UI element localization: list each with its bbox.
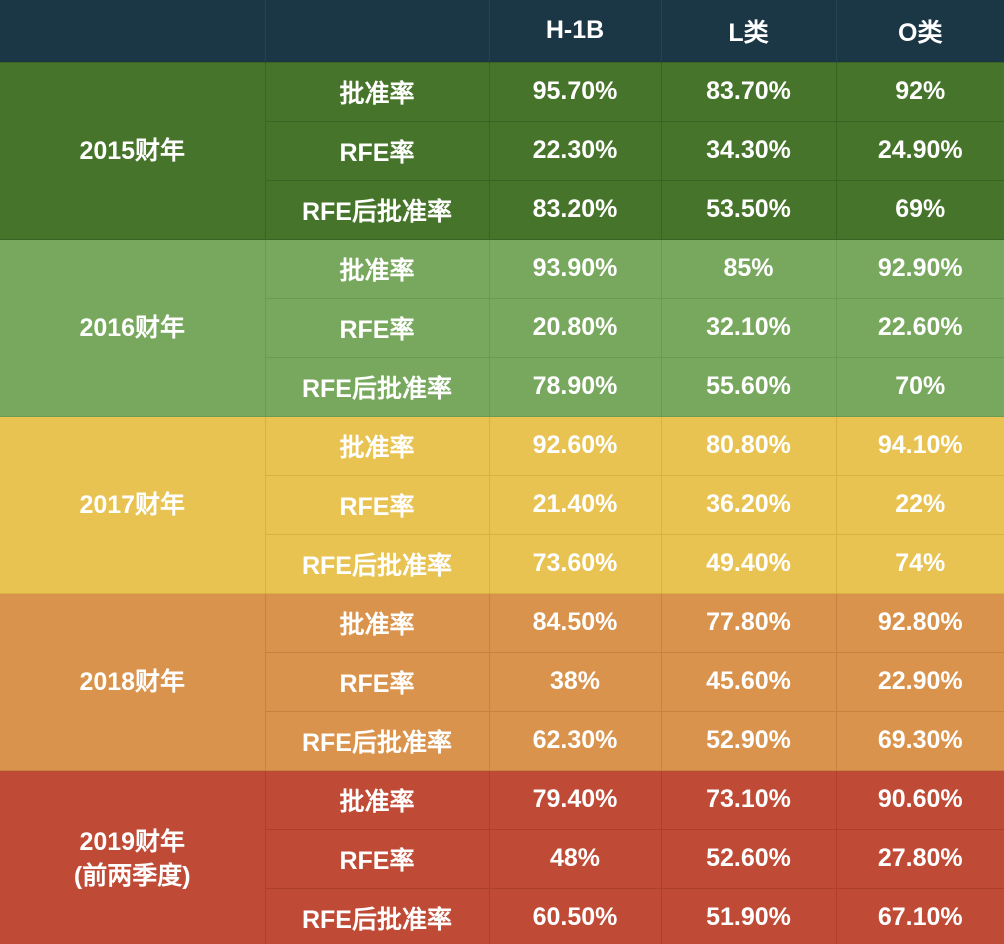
o-cell: 92.90%: [835, 238, 1004, 299]
year-label: 2019财年: [79, 827, 186, 856]
l-cell: 45.60%: [660, 651, 837, 712]
o-cell: 92%: [835, 61, 1004, 122]
metric-cell: RFE率: [264, 297, 490, 358]
header-metric: [265, 0, 490, 62]
table-row: RFE率 20.80% 32.10% 22.60%: [0, 297, 1004, 358]
metric-cell: 批准率: [264, 769, 490, 830]
table-row: RFE后批准率 73.60% 49.40% 74%: [0, 533, 1004, 594]
metric-cell: RFE后批准率: [264, 179, 490, 240]
metric-cell: RFE率: [264, 120, 490, 181]
table-row: RFE后批准率 78.90% 55.60% 70%: [0, 356, 1004, 417]
o-cell: 69.30%: [835, 710, 1004, 771]
o-cell: 90.60%: [835, 769, 1004, 830]
h1b-cell: 93.90%: [488, 238, 662, 299]
year-cell: 2019财年 (前两季度): [0, 769, 266, 944]
o-cell: 92.80%: [835, 592, 1004, 653]
table-row: 2018财年 批准率 84.50% 77.80% 92.80%: [0, 592, 1004, 771]
l-cell: 77.80%: [660, 592, 837, 653]
l-cell: 80.80%: [660, 415, 837, 476]
metric-cell: RFE后批准率: [264, 356, 490, 417]
o-cell: 24.90%: [835, 120, 1004, 181]
metric-cell: 批准率: [264, 415, 490, 476]
o-cell: 22.90%: [835, 651, 1004, 712]
year-label: 2015财年: [79, 136, 186, 165]
h1b-cell: 78.90%: [488, 356, 662, 417]
o-cell: 22.60%: [835, 297, 1004, 358]
h1b-cell: 84.50%: [488, 592, 662, 653]
table-row: RFE率 38% 45.60% 22.90%: [0, 651, 1004, 712]
h1b-cell: 60.50%: [488, 887, 662, 944]
l-cell: 52.90%: [660, 710, 837, 771]
table-row: 2016财年 批准率 93.90% 85% 92.90%: [0, 238, 1004, 417]
header-row: H-1B L类 O类: [0, 0, 1004, 62]
metric-cell: RFE率: [264, 651, 490, 712]
o-cell: 74%: [835, 533, 1004, 594]
h1b-cell: 22.30%: [488, 120, 662, 181]
metric-cell: RFE率: [264, 828, 490, 889]
h1b-cell: 92.60%: [488, 415, 662, 476]
year-sublabel: (前两季度): [73, 861, 191, 890]
h1b-cell: 38%: [488, 651, 662, 712]
table-row: 2017财年 批准率 92.60% 80.80% 94.10%: [0, 415, 1004, 594]
o-cell: 69%: [835, 179, 1004, 240]
table-row: RFE率 21.40% 36.20% 22%: [0, 474, 1004, 535]
h1b-cell: 79.40%: [488, 769, 662, 830]
year-cell: 2017财年: [0, 415, 266, 594]
year-cell: 2015财年: [0, 61, 266, 240]
h1b-cell: 21.40%: [488, 474, 662, 535]
o-cell: 94.10%: [835, 415, 1004, 476]
o-cell: 22%: [835, 474, 1004, 535]
header-l: L类: [661, 0, 837, 62]
h1b-cell: 95.70%: [488, 61, 662, 122]
table-row: RFE后批准率 62.30% 52.90% 69.30%: [0, 710, 1004, 771]
h1b-cell: 73.60%: [488, 533, 662, 594]
l-cell: 85%: [660, 238, 837, 299]
o-cell: 67.10%: [835, 887, 1004, 944]
metric-cell: RFE后批准率: [264, 887, 490, 944]
year-cell: 2016财年: [0, 238, 266, 417]
metric-cell: RFE后批准率: [264, 533, 490, 594]
year-label: 2016财年: [79, 313, 186, 342]
metric-cell: RFE后批准率: [264, 710, 490, 771]
l-cell: 52.60%: [660, 828, 837, 889]
l-cell: 34.30%: [660, 120, 837, 181]
l-cell: 55.60%: [660, 356, 837, 417]
metric-cell: 批准率: [264, 592, 490, 653]
l-cell: 53.50%: [660, 179, 837, 240]
year-label: 2018财年: [79, 667, 186, 696]
table-row: 2019财年 (前两季度) 批准率 79.40% 73.10% 90.60%: [0, 769, 1004, 944]
o-cell: 70%: [835, 356, 1004, 417]
l-cell: 32.10%: [660, 297, 837, 358]
l-cell: 73.10%: [660, 769, 837, 830]
l-cell: 36.20%: [660, 474, 837, 535]
l-cell: 51.90%: [660, 887, 837, 944]
h1b-cell: 20.80%: [488, 297, 662, 358]
header-year: [0, 0, 266, 62]
h1b-cell: 48%: [488, 828, 662, 889]
table-row: RFE后批准率 60.50% 51.90% 67.10%: [0, 887, 1004, 944]
year-cell: 2018财年: [0, 592, 266, 771]
o-cell: 27.80%: [835, 828, 1004, 889]
header-o: O类: [836, 0, 1004, 62]
metric-cell: RFE率: [264, 474, 490, 535]
h1b-cell: 83.20%: [488, 179, 662, 240]
metric-cell: 批准率: [264, 238, 490, 299]
table-row: 2015财年 批准率 95.70% 83.70% 92%: [0, 61, 1004, 240]
l-cell: 83.70%: [660, 61, 837, 122]
table-row: RFE后批准率 83.20% 53.50% 69%: [0, 179, 1004, 240]
h1b-cell: 62.30%: [488, 710, 662, 771]
metric-cell: 批准率: [264, 61, 490, 122]
year-label: 2017财年: [79, 490, 186, 519]
header-h1b: H-1B: [489, 0, 662, 62]
table-row: RFE率 22.30% 34.30% 24.90%: [0, 120, 1004, 181]
l-cell: 49.40%: [660, 533, 837, 594]
